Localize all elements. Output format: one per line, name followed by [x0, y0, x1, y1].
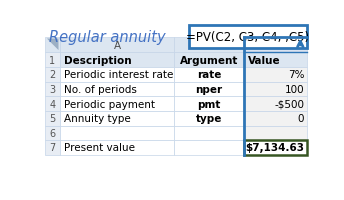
Bar [45, 38, 60, 53]
Bar [244, 111, 307, 126]
Text: 1: 1 [49, 55, 55, 65]
Bar [60, 140, 174, 155]
Text: 4: 4 [49, 99, 55, 109]
Bar [45, 53, 60, 68]
Bar [60, 111, 174, 126]
Bar [45, 97, 60, 111]
Bar [244, 53, 307, 68]
Text: Periodic interest rate: Periodic interest rate [64, 70, 173, 80]
Bar [244, 68, 307, 82]
Text: 7: 7 [49, 143, 55, 153]
Text: Regular annuity: Regular annuity [49, 30, 166, 45]
Text: B: B [205, 40, 212, 50]
Text: 3: 3 [49, 85, 55, 94]
Bar [174, 53, 244, 68]
Text: 100: 100 [284, 85, 304, 94]
Text: 6: 6 [49, 128, 55, 138]
Text: Value: Value [248, 55, 280, 65]
Text: 5: 5 [49, 114, 55, 124]
Bar [45, 82, 60, 97]
Bar [174, 68, 244, 82]
Bar [244, 126, 307, 140]
Text: C: C [272, 40, 279, 50]
Bar [45, 111, 60, 126]
Bar [60, 68, 174, 82]
Bar [174, 111, 244, 126]
Polygon shape [47, 39, 58, 51]
Text: rate: rate [197, 70, 221, 80]
Text: Present value: Present value [64, 143, 135, 153]
Text: 7%: 7% [288, 70, 304, 80]
Bar [60, 126, 174, 140]
Text: Periodic payment: Periodic payment [64, 99, 155, 109]
Bar [174, 140, 244, 155]
Text: No. of periods: No. of periods [64, 85, 137, 94]
Text: nper: nper [195, 85, 223, 94]
Text: $7,134.63: $7,134.63 [245, 143, 304, 153]
Text: type: type [196, 114, 222, 124]
Bar [60, 97, 174, 111]
Bar [244, 82, 307, 97]
Text: Annuity type: Annuity type [64, 114, 131, 124]
Bar [45, 126, 60, 140]
Bar [60, 38, 174, 53]
Text: =PV(C2, C3, C4, ,C5): =PV(C2, C3, C4, ,C5) [186, 31, 309, 43]
Text: 0: 0 [298, 114, 304, 124]
Bar [244, 38, 307, 53]
Bar [244, 97, 307, 111]
Bar [174, 97, 244, 111]
Text: Argument: Argument [180, 55, 238, 65]
Bar [189, 26, 307, 49]
Text: 2: 2 [49, 70, 55, 80]
Bar [60, 82, 174, 97]
Text: A: A [114, 40, 121, 50]
Bar [45, 140, 60, 155]
Bar [174, 38, 244, 53]
Text: pmt: pmt [197, 99, 221, 109]
Bar [244, 140, 307, 155]
Text: Description: Description [64, 55, 131, 65]
Text: -$500: -$500 [274, 99, 304, 109]
Bar [45, 68, 60, 82]
Bar [60, 53, 174, 68]
Bar [174, 126, 244, 140]
Bar [174, 82, 244, 97]
